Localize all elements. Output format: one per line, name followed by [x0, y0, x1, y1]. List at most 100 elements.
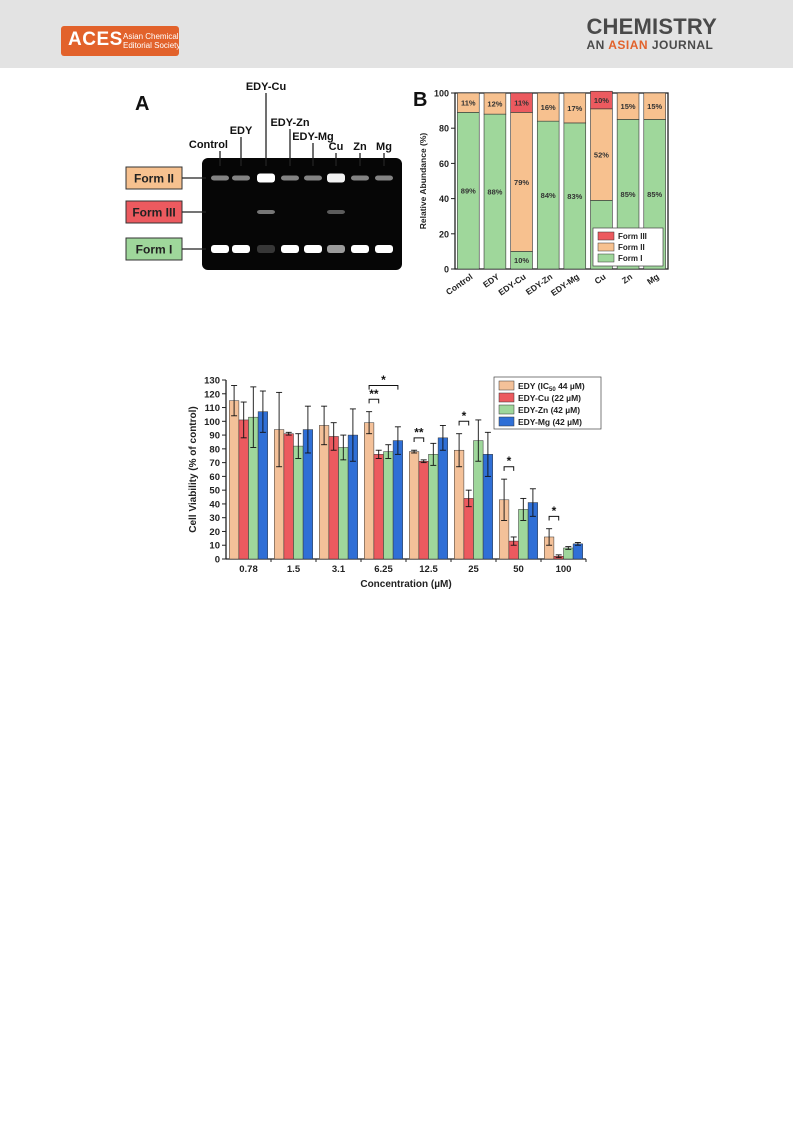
c-xtick-label: 12.5	[419, 564, 438, 575]
abundance-chart: B 0 20 40 60 80 100 Relative Abundance (%) 89% 1…	[413, 89, 669, 298]
b-bar-label: 88%	[487, 188, 502, 197]
b-bar-label: 83%	[567, 192, 582, 201]
b-xtick-label: Cu	[593, 271, 608, 286]
b-xtick-label: EDY-Cu	[496, 271, 527, 297]
b-ytick-label: 0	[444, 265, 449, 275]
c-legend-label: EDY-Zn (42 µM)	[518, 405, 580, 415]
gel-band	[232, 175, 250, 181]
gel-band	[327, 245, 345, 253]
b-bar-label: 52%	[594, 151, 609, 160]
b-xtick-label: Mg	[645, 271, 661, 286]
gel-band	[257, 173, 275, 183]
b-bar-segment	[643, 92, 666, 120]
b-bar-label: 10%	[594, 96, 609, 105]
b-legend-swatch	[597, 242, 615, 252]
c-xtick-label: 1.5	[287, 564, 301, 575]
c-significance-label: **	[414, 425, 424, 439]
c-bar	[319, 425, 330, 560]
c-bar	[572, 543, 583, 560]
c-ytick-label: 100	[204, 417, 220, 428]
gel-form-label: Form II	[134, 172, 174, 186]
b-bar-segment	[510, 92, 533, 113]
b-xtick-label: Control	[444, 271, 474, 297]
gel-lane-label: Control	[189, 139, 228, 151]
c-xtick-label: 3.1	[332, 564, 346, 575]
c-significance-bracket	[368, 398, 380, 404]
gel-image	[202, 158, 402, 270]
gel-form-label: Form III	[132, 206, 175, 220]
c-significance-bracket	[368, 385, 399, 390]
b-bar-segment	[563, 92, 587, 124]
b-bar-label: 11%	[514, 99, 529, 108]
c-legend-label: EDY (IC50 44 µM)	[518, 381, 585, 393]
gel-band	[211, 175, 229, 181]
c-ytick-label: 30	[209, 513, 220, 524]
c-legend-label: EDY-Cu (22 µM)	[518, 393, 581, 403]
viability-chart: 0 10 20 30 40 50 60 70 80 90 100 110 120 130 Cell Viab…	[188, 373, 602, 590]
c-bar	[338, 447, 349, 560]
journal-subtitle: AN ASIAN JOURNAL	[586, 38, 717, 52]
b-xtick-label: Zn	[620, 271, 634, 285]
journal-brand: CHEMISTRY AN ASIAN JOURNAL	[586, 14, 717, 53]
c-ytick-label: 120	[204, 389, 220, 400]
c-significance-bracket	[413, 437, 425, 442]
c-significance-label: *	[462, 409, 467, 423]
b-bar-segment	[457, 92, 480, 113]
b-ytick-label: 20	[439, 229, 449, 239]
c-xtick-label: 50	[513, 564, 524, 575]
b-ytick-label: 80	[439, 124, 449, 134]
aces-logo: ACES Asian Chemical Editorial Society	[61, 26, 179, 56]
b-xtick-label: EDY-Zn	[524, 271, 555, 297]
gel-band	[211, 245, 229, 253]
gel-band	[281, 175, 299, 181]
c-bar	[373, 454, 384, 560]
c-bar	[283, 433, 294, 560]
c-xtick-label: 0.78	[239, 564, 258, 575]
c-xlabel: Concentration (µM)	[360, 579, 451, 590]
aces-logo-text: ACES	[68, 29, 123, 50]
gel-band	[304, 245, 322, 253]
b-legend-swatch	[597, 253, 615, 263]
c-ytick-label: 40	[209, 499, 220, 510]
gel-bands	[211, 173, 393, 253]
b-bar-label: 89%	[461, 187, 476, 196]
c-ytick-label: 130	[204, 376, 220, 387]
c-ytick-label: 20	[209, 527, 220, 538]
b-bar-label: 15%	[647, 102, 662, 111]
c-ytick-label: 110	[205, 403, 220, 414]
journal-subtitle-accent: ASIAN	[608, 38, 649, 52]
c-ytick-label: 10	[209, 541, 220, 552]
c-bar	[364, 422, 375, 560]
c-ytick-label: 60	[209, 472, 220, 483]
c-bar	[328, 436, 339, 560]
b-bar-label: 17%	[567, 104, 582, 113]
c-xtick-label: 25	[468, 564, 479, 575]
c-ytick-label: 50	[209, 486, 220, 497]
journal-title: CHEMISTRY	[586, 14, 717, 39]
gel-band	[375, 245, 393, 253]
gel-lane-label: EDY	[230, 125, 253, 137]
b-bar-label: 11%	[461, 99, 476, 108]
b-legend-swatch	[597, 231, 615, 241]
b-bar-label: 85%	[647, 190, 662, 199]
c-bar	[418, 460, 429, 560]
b-bar-label: 10%	[514, 256, 529, 265]
gel-band	[327, 173, 345, 183]
c-significance-bracket	[458, 420, 470, 426]
c-ytick-label: 90	[209, 431, 220, 442]
b-ytick-label: 60	[439, 159, 449, 169]
gel-lane-label: Mg	[376, 141, 392, 153]
b-bar-segment	[590, 90, 613, 110]
gel-band	[281, 245, 299, 253]
b-bar-label: 85%	[621, 190, 636, 199]
b-legend-label: Form I	[618, 254, 642, 263]
gel-lane-label: EDY-Zn	[270, 117, 309, 129]
c-legend-swatch	[498, 380, 515, 391]
c-ytick-label: 0	[215, 555, 220, 566]
c-legend-swatch	[498, 416, 515, 427]
c-ylabel: Cell Viability (% of control)	[188, 406, 199, 533]
panel-a-label: A	[135, 93, 149, 115]
b-ytick-label: 40	[439, 194, 449, 204]
gel-form-label: Form I	[136, 243, 173, 257]
